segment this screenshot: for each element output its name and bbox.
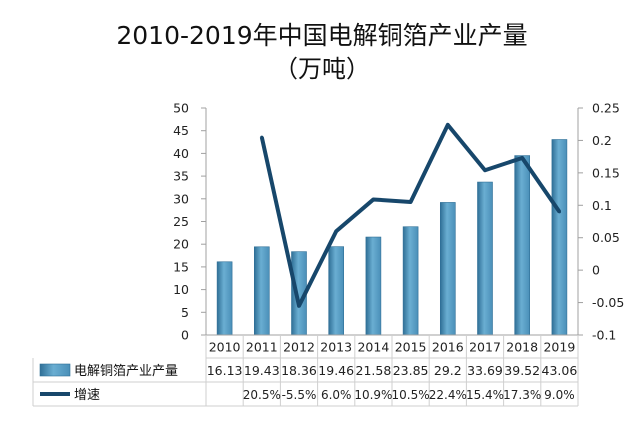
x-tick-label: 2018 (506, 340, 538, 355)
bar (328, 246, 345, 336)
y-tick-label-left: 20 (173, 237, 189, 252)
bar (216, 261, 233, 336)
y-tick-label-right: -0.1 (592, 328, 616, 343)
data-label-bar: 21.58 (356, 363, 392, 378)
growth-point (371, 197, 375, 202)
data-label-bar: 39.52 (504, 363, 540, 378)
y-tick-label-left: 40 (173, 146, 189, 161)
y-tick-label-right: -0.05 (592, 295, 624, 310)
data-label-bar: 18.36 (281, 363, 317, 378)
data-label-growth: -5.5% (282, 388, 317, 402)
x-tick-label: 2015 (395, 340, 427, 355)
data-label-bar: 16.13 (207, 363, 243, 378)
data-label-growth: 10.9% (354, 388, 392, 402)
chart-subtitle: （万吨） (274, 55, 370, 83)
x-tick-label: 2017 (469, 340, 501, 355)
bar (514, 155, 531, 336)
data-label-bar: 23.85 (393, 363, 429, 378)
data-label-growth: 9.0% (544, 388, 575, 402)
bar (365, 236, 382, 336)
y-tick-label-right: 0.1 (592, 198, 612, 213)
data-label-bar: 43.06 (542, 363, 578, 378)
chart-title: 2010-2019年中国电解铜箔产业产量 (116, 21, 527, 50)
x-tick-label: 2011 (246, 340, 278, 355)
data-label-growth: 15.4% (466, 388, 504, 402)
growth-point (260, 135, 264, 139)
y-tick-label-left: 5 (181, 305, 189, 320)
data-label-bar: 33.69 (467, 363, 503, 378)
y-tick-label-left: 0 (181, 328, 189, 343)
growth-point (446, 123, 450, 127)
data-label-growth: 6.0% (321, 388, 352, 402)
legend-label-bar: 电解铜箔产业产量 (74, 363, 178, 379)
x-tick-label: 2016 (432, 340, 464, 355)
x-tick-label: 2014 (357, 340, 389, 355)
bar (439, 202, 456, 336)
growth-point (334, 229, 338, 233)
data-label-bar: 19.46 (318, 363, 354, 378)
data-label-growth: 20.5% (243, 388, 281, 402)
growth-point (483, 168, 487, 172)
bar (551, 139, 568, 336)
growth-point (520, 156, 524, 160)
x-tick-label: 2019 (543, 340, 575, 355)
y-tick-label-left: 50 (173, 101, 189, 116)
y-tick-label-right: 0.15 (592, 165, 620, 180)
y-tick-label-right: 0.25 (592, 101, 620, 116)
growth-point (297, 304, 301, 308)
bar (254, 246, 270, 336)
y-tick-label-right: 0.05 (592, 230, 620, 245)
y-tick-label-left: 15 (173, 259, 189, 274)
bar (477, 181, 493, 336)
x-tick-label: 2013 (320, 340, 352, 355)
data-label-growth: 17.3% (503, 388, 541, 402)
y-tick-label-left: 25 (173, 214, 189, 229)
bar (402, 226, 419, 336)
data-label-growth: 10.5% (392, 388, 430, 402)
data-label-bar: 19.43 (244, 363, 280, 378)
x-tick-label: 2010 (209, 340, 241, 355)
legend-key-bar (39, 363, 71, 377)
data-label-growth: 22.4% (429, 388, 467, 402)
data-label-bar: 29.2 (434, 363, 462, 378)
growth-point (409, 200, 413, 204)
y-tick-label-left: 10 (173, 282, 189, 297)
y-tick-label-right: 0.2 (592, 133, 612, 148)
y-tick-label-left: 35 (173, 169, 189, 184)
plot-area: 0 5 10 15 20 25 30 35 40 45 50 -0.1 -0.05 0 0.05 0.1 0.1… (32, 101, 624, 407)
y-tick-label-right: 0 (592, 263, 600, 278)
growth-point (557, 210, 562, 214)
x-tick-label: 2012 (283, 340, 315, 355)
legend-label-line: 增速 (74, 388, 100, 403)
y-tick-label-left: 45 (173, 123, 189, 138)
y-tick-label-left: 30 (173, 191, 189, 206)
